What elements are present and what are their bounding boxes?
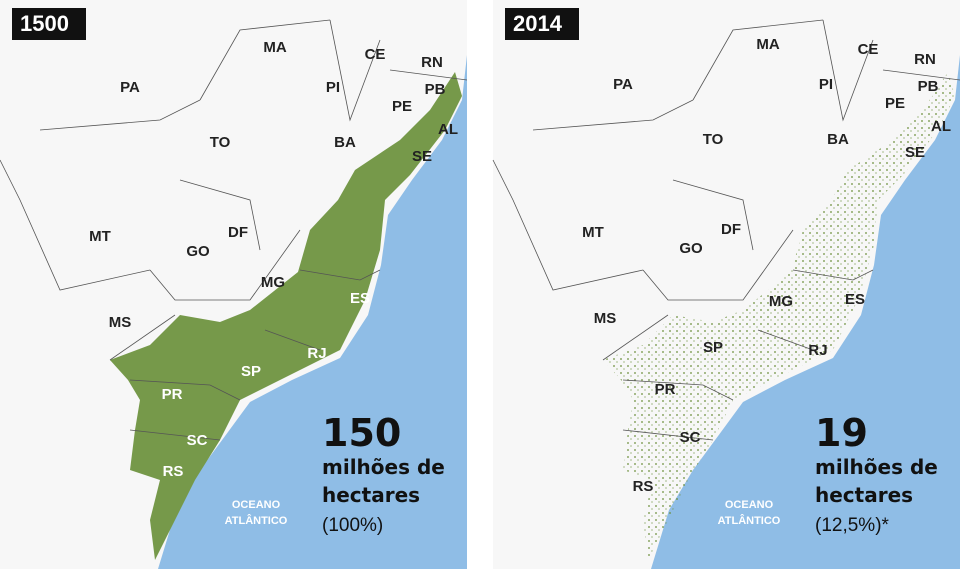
- state-label: CE: [858, 41, 879, 58]
- state-border: [822, 19, 874, 122]
- state-label: MS: [594, 310, 617, 327]
- state-label: GO: [186, 243, 210, 260]
- state-border: [179, 179, 261, 251]
- state-label: SC: [187, 432, 208, 449]
- state-label: TO: [210, 134, 231, 151]
- state-label: PI: [819, 76, 833, 93]
- state-border: [757, 329, 814, 351]
- state-border: [692, 19, 824, 101]
- state-label: PR: [655, 381, 676, 398]
- panel-1500: PA MA CE RN PB PI PE AL TO BA SE MT DF GO MG ES MS SP RJ PR…: [0, 0, 467, 569]
- state-label: AL: [438, 121, 458, 138]
- share: (100%): [322, 515, 383, 536]
- state-label: RS: [163, 463, 184, 480]
- state-label: PA: [120, 79, 140, 96]
- state-label: PE: [885, 95, 905, 112]
- state-label: RN: [421, 54, 443, 71]
- ocean-label: ATLÂNTICO: [718, 514, 781, 527]
- state-label: MS: [109, 314, 132, 331]
- year: 1500: [20, 11, 69, 36]
- state-label: SE: [905, 144, 925, 161]
- state-label: CE: [365, 46, 386, 63]
- state-label: BA: [827, 131, 849, 148]
- state-label: SE: [412, 148, 432, 165]
- forest: [110, 72, 462, 560]
- state-label: RJ: [307, 345, 326, 362]
- state-label: PB: [425, 81, 446, 98]
- panel-2014: PA MA CE RN PB PI PE AL TO BA SE MT DF GO MG ES MS SP RJ PR…: [492, 0, 960, 569]
- state-label: PR: [162, 386, 183, 403]
- year-badge: [12, 8, 86, 40]
- state-label: DF: [228, 224, 248, 241]
- state-border: [602, 314, 669, 361]
- unit-line: hectares: [322, 483, 420, 507]
- state-label: MG: [769, 293, 793, 310]
- state-label: TO: [703, 131, 724, 148]
- state-border: [622, 429, 714, 441]
- ocean: [158, 0, 467, 569]
- state-border: [109, 314, 176, 361]
- state-label: DF: [721, 221, 741, 238]
- share: (12,5%)*: [815, 515, 890, 536]
- state-label: MT: [89, 228, 111, 245]
- state-border: [0, 159, 151, 291]
- state-label: RJ: [808, 342, 827, 359]
- amount: 150: [322, 411, 401, 455]
- state-border: [882, 69, 960, 81]
- state-label: ES: [845, 291, 865, 308]
- state-label: SP: [241, 363, 261, 380]
- state-label: SC: [680, 429, 701, 446]
- unit-line: milhões de: [815, 455, 938, 479]
- state-border: [264, 329, 321, 351]
- state-border: [389, 69, 467, 81]
- state-border: [129, 379, 241, 401]
- state-label: MT: [582, 224, 604, 241]
- state-border: [492, 159, 644, 291]
- state-label: MA: [263, 39, 286, 56]
- state-border: [622, 379, 734, 401]
- ocean-label: ATLÂNTICO: [225, 514, 288, 527]
- forest: [603, 72, 955, 560]
- state-border: [642, 229, 794, 301]
- ocean-label: OCEANO: [232, 499, 281, 511]
- ocean: [651, 0, 960, 569]
- state-border: [199, 19, 331, 101]
- year: 2014: [513, 11, 563, 36]
- state-label: BA: [334, 134, 356, 151]
- state-label: PA: [613, 76, 633, 93]
- state-border: [672, 179, 754, 251]
- unit-line: milhões de: [322, 455, 445, 479]
- state-label: MA: [756, 36, 779, 53]
- state-label: AL: [931, 118, 951, 135]
- ocean-label: OCEANO: [725, 499, 774, 511]
- state-label: PI: [326, 79, 340, 96]
- state-border: [299, 269, 381, 281]
- state-label: RS: [633, 478, 654, 495]
- unit-line: hectares: [815, 483, 913, 507]
- state-border: [149, 229, 301, 301]
- state-label: PB: [918, 78, 939, 95]
- state-border: [792, 269, 874, 281]
- amount: 19: [815, 411, 868, 455]
- state-label: MG: [261, 274, 285, 291]
- state-border: [39, 99, 201, 131]
- state-label: PE: [392, 98, 412, 115]
- state-label: RN: [914, 51, 936, 68]
- state-label: ES: [350, 290, 370, 307]
- state-border: [129, 429, 221, 441]
- state-border: [329, 19, 381, 122]
- year-badge: [505, 8, 579, 40]
- state-label: GO: [679, 240, 703, 257]
- state-border: [532, 99, 694, 131]
- state-label: SP: [703, 339, 723, 356]
